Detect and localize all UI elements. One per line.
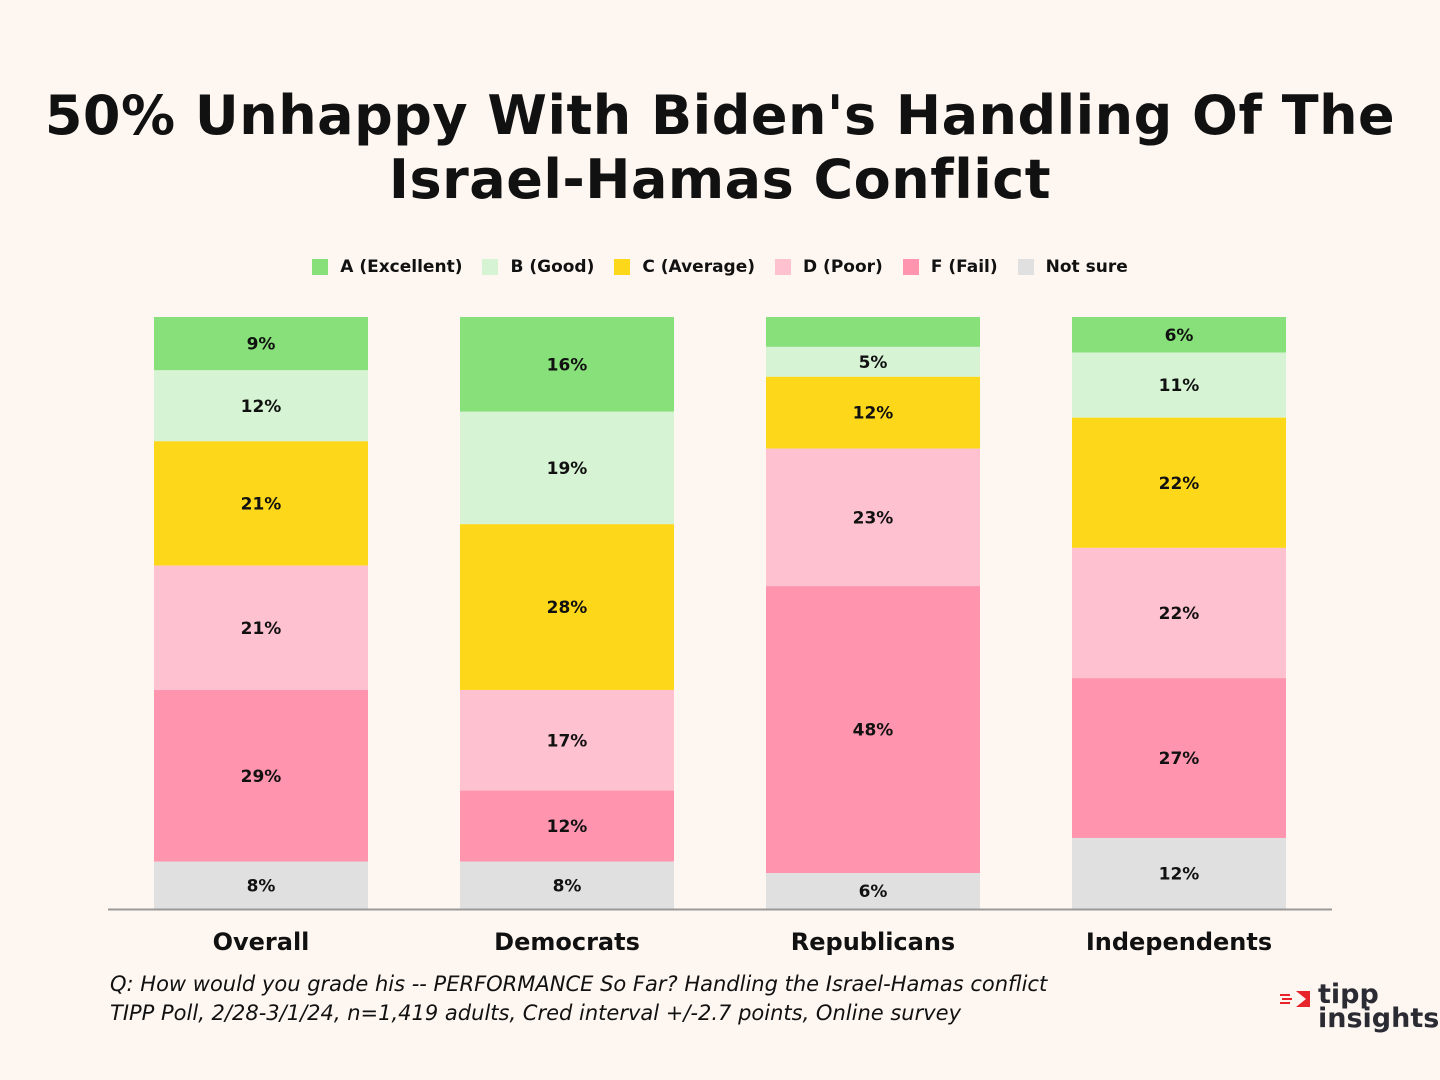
legend-item-d: D (Poor) bbox=[775, 257, 883, 277]
data-label-republicans-b-good: 5% bbox=[859, 353, 888, 373]
data-label-republicans-f-fail: 48% bbox=[853, 721, 894, 741]
chart-title-line-2: Israel-Hamas Conflict bbox=[388, 148, 1052, 211]
legend-swatch-f bbox=[902, 259, 919, 275]
data-label-overall-b-good: 12% bbox=[241, 397, 282, 417]
legend-item-c: C (Average) bbox=[614, 257, 755, 277]
data-label-independents-a-excellent: 6% bbox=[1165, 326, 1194, 346]
data-label-independents-f-fail: 27% bbox=[1159, 749, 1200, 769]
footer-source: TIPP Poll, 2/28-3/1/24, n=1,419 adults, … bbox=[110, 1001, 962, 1025]
bar-segment-democrats-not-sure bbox=[460, 861, 674, 909]
data-label-republicans-not-sure: 6% bbox=[859, 882, 888, 902]
bar-segment-democrats-f-fail bbox=[460, 790, 674, 862]
data-label-democrats-f-fail: 12% bbox=[547, 817, 588, 837]
legend-swatch-not-sure bbox=[1017, 259, 1034, 275]
bar-segment-overall-not-sure bbox=[154, 861, 368, 909]
data-label-overall-a-excellent: 9% bbox=[247, 335, 276, 355]
data-label-democrats-d-poor: 17% bbox=[547, 731, 588, 751]
legend-label-c: C (Average) bbox=[642, 257, 756, 277]
legend-label-not-sure: Not sure bbox=[1045, 257, 1128, 277]
bar-segment-overall-a-excellent bbox=[154, 317, 368, 371]
bar-segment-democrats-d-poor bbox=[460, 689, 674, 791]
data-label-independents-d-poor: 22% bbox=[1159, 604, 1200, 624]
bar-segment-overall-c-average bbox=[154, 441, 368, 566]
bar-segment-republicans-b-good bbox=[766, 346, 980, 377]
data-label-overall-not-sure: 8% bbox=[247, 876, 276, 896]
legend-item-b: B (Good) bbox=[482, 257, 594, 277]
bar-segment-overall-f-fail bbox=[154, 689, 368, 862]
data-label-overall-d-poor: 21% bbox=[241, 619, 282, 639]
legend-label-d: D (Poor) bbox=[803, 257, 883, 277]
x-axis-label-overall: Overall bbox=[213, 928, 310, 956]
chart-footer: Q: How would you grade his -- PERFORMANC… bbox=[110, 970, 1047, 1028]
legend-swatch-b bbox=[482, 259, 499, 275]
bar-segment-overall-d-poor bbox=[154, 565, 368, 690]
legend-label-a: A (Excellent) bbox=[340, 257, 463, 277]
bar-segment-independents-b-good bbox=[1072, 352, 1286, 418]
legend-swatch-a bbox=[312, 259, 329, 275]
legend-item-a: A (Excellent) bbox=[312, 257, 462, 277]
data-label-independents-c-average: 22% bbox=[1159, 474, 1200, 494]
chart-title-line-1: 50% Unhappy With Biden's Handling Of The bbox=[44, 84, 1396, 147]
logo-text: tipp insights bbox=[1318, 979, 1440, 1034]
data-label-independents-b-good: 11% bbox=[1159, 376, 1200, 396]
logo-arrow-icon bbox=[1280, 991, 1310, 1007]
legend-label-f: F (Fail) bbox=[930, 257, 998, 277]
legend-item-not-sure: Not sure bbox=[1017, 257, 1128, 277]
data-label-democrats-b-good: 19% bbox=[547, 459, 588, 479]
bar-segment-republicans-a-excellent bbox=[766, 317, 980, 347]
data-label-overall-f-fail: 29% bbox=[241, 767, 282, 787]
bar-segment-independents-f-fail bbox=[1072, 678, 1286, 838]
bar-segment-independents-c-average bbox=[1072, 417, 1286, 548]
data-label-overall-c-average: 21% bbox=[241, 494, 282, 514]
logo-text-insights: insights bbox=[1318, 1003, 1440, 1034]
data-label-democrats-c-average: 28% bbox=[547, 598, 588, 618]
legend-item-f: F (Fail) bbox=[902, 257, 998, 277]
legend-swatch-c bbox=[614, 259, 631, 275]
bar-segment-independents-a-excellent bbox=[1072, 317, 1286, 353]
tipp-insights-logo: tipp insights bbox=[1278, 981, 1439, 1043]
data-label-republicans-c-average: 12% bbox=[853, 404, 894, 424]
bar-segment-independents-not-sure bbox=[1072, 837, 1286, 909]
bar-segment-democrats-c-average bbox=[460, 524, 674, 690]
x-axis-label-independents: Independents bbox=[1086, 928, 1272, 956]
bar-segment-independents-d-poor bbox=[1072, 547, 1286, 679]
footer-question: Q: How would you grade his -- PERFORMANC… bbox=[110, 972, 1048, 996]
chart-title: 50% Unhappy With Biden's Handling Of The… bbox=[0, 84, 1440, 212]
data-label-democrats-a-excellent: 16% bbox=[547, 355, 588, 375]
bar-segment-democrats-b-good bbox=[460, 411, 674, 525]
bar-segment-republicans-f-fail bbox=[766, 586, 980, 874]
chart-legend: A (Excellent) B (Good) C (Average) D (Po… bbox=[0, 257, 1440, 277]
data-label-republicans-d-poor: 23% bbox=[853, 508, 894, 528]
data-label-independents-not-sure: 12% bbox=[1159, 864, 1200, 884]
legend-swatch-d bbox=[775, 259, 792, 275]
bar-segment-democrats-a-excellent bbox=[460, 317, 674, 412]
bar-segment-republicans-d-poor bbox=[766, 448, 980, 587]
bar-segment-republicans-not-sure bbox=[766, 873, 980, 909]
bar-segment-republicans-c-average bbox=[766, 376, 980, 449]
logo-text-tipp: tipp bbox=[1318, 979, 1379, 1010]
x-axis-label-republicans: Republicans bbox=[791, 928, 955, 956]
data-label-democrats-not-sure: 8% bbox=[553, 876, 582, 896]
legend-label-b: B (Good) bbox=[510, 257, 595, 277]
bar-segment-overall-b-good bbox=[154, 370, 368, 442]
x-axis-label-democrats: Democrats bbox=[494, 928, 640, 956]
